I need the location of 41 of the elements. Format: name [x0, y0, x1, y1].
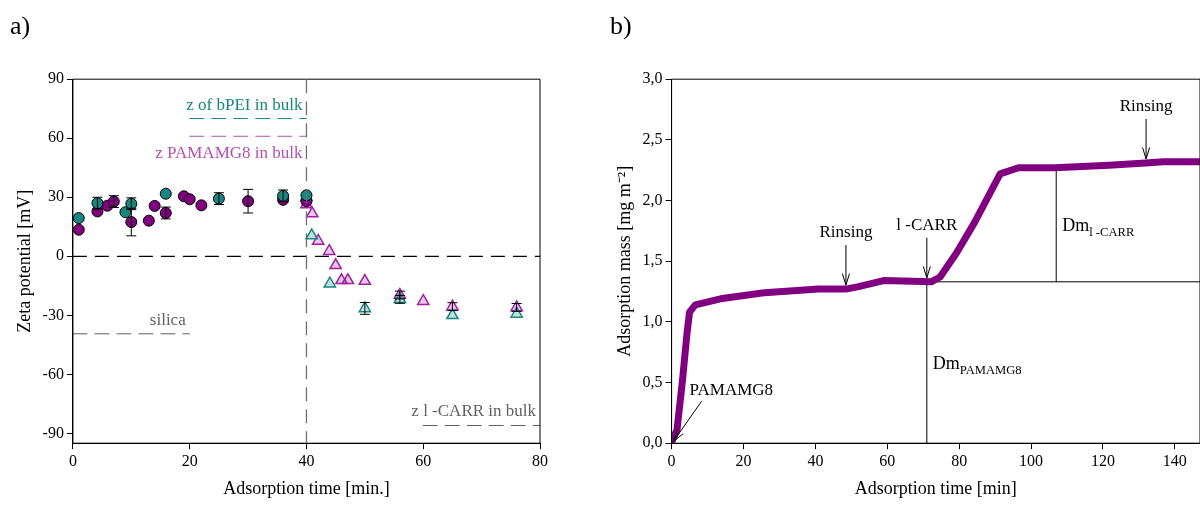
x-tick-label: 40 — [298, 452, 315, 469]
series-label: z PAMAMG8 in bulk — [155, 143, 303, 163]
series-label: silica — [149, 309, 187, 329]
y-tick-label: 0,5 — [642, 372, 663, 390]
y-tick-label: -30 — [42, 305, 64, 323]
annotation: PAMAMG8 — [689, 380, 774, 400]
y-tick-label: 30 — [47, 187, 64, 205]
y-tick-label: 60 — [47, 128, 64, 146]
y-tick-label: 3,0 — [642, 69, 663, 87]
x-tick-label: 20 — [735, 452, 752, 469]
x-tick-label: 20 — [181, 452, 198, 469]
x-tick-label: 60 — [879, 452, 896, 469]
y-tick-label: -90 — [42, 423, 64, 441]
y-tick-label: 1,0 — [642, 312, 663, 330]
annotation: Rinsing — [1119, 95, 1174, 115]
x-tick-label: 80 — [951, 452, 968, 469]
x-tick-label: 80 — [532, 452, 548, 469]
y-tick-label: 2,0 — [642, 190, 663, 208]
chart-title: a) — [10, 11, 31, 41]
y-axis-title: Zeta potential [mV] — [13, 189, 34, 333]
x-axis-title: Adsorption time [min] — [854, 477, 1017, 498]
y-tick-label: 1,5 — [642, 251, 663, 269]
series-label: z of bPEI in bulk — [186, 94, 303, 114]
series-label: z l -CARR in bulk — [411, 401, 537, 421]
x-tick-label: 60 — [415, 452, 432, 469]
annotation: l -CARR — [896, 214, 958, 234]
chart-title: b) — [610, 11, 632, 41]
annotation: Rinsing — [819, 222, 873, 242]
y-tick-label: -60 — [42, 364, 64, 382]
x-axis-title: Adsorption time [min.] — [223, 477, 390, 498]
x-tick-label: 0 — [667, 452, 676, 469]
x-tick-label: 120 — [1090, 452, 1115, 469]
y-tick-label: 0 — [55, 246, 64, 264]
x-tick-label: 100 — [1019, 452, 1044, 469]
x-tick-label: 40 — [807, 452, 824, 469]
y-tick-label: 90 — [47, 69, 64, 87]
x-tick-label: 0 — [68, 452, 77, 469]
y-axis-title: Adsorption mass [mg m⁻²] — [613, 165, 634, 357]
x-tick-label: 140 — [1162, 452, 1187, 469]
y-tick-label: 2,5 — [642, 130, 663, 148]
y-tick-label: 0,0 — [642, 433, 663, 451]
